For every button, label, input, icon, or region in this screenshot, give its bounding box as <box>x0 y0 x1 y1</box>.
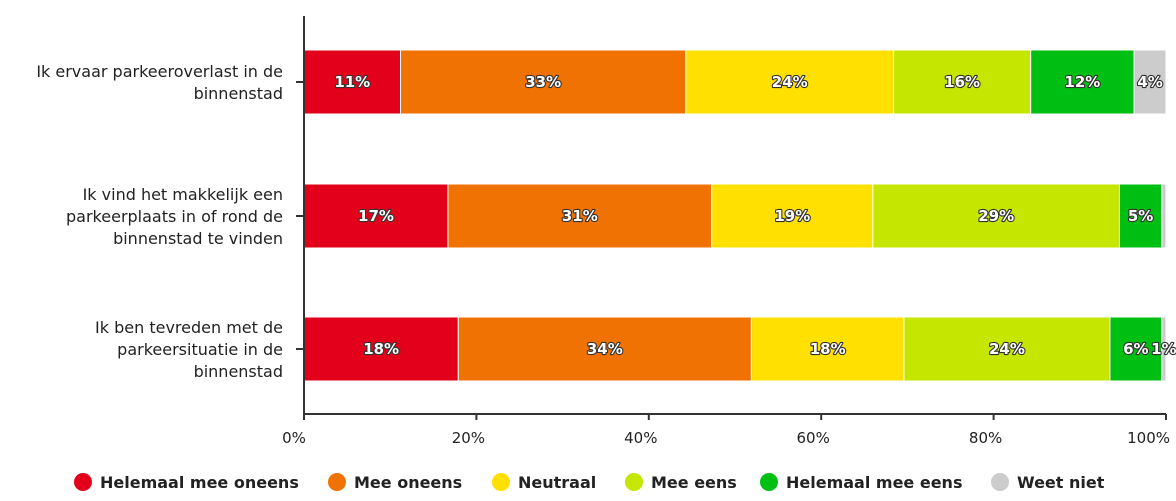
data-label: 34% <box>587 340 623 358</box>
x-tick-label: 100% <box>1127 429 1170 447</box>
bar-segment <box>1030 49 1135 115</box>
bar-segment <box>750 316 905 382</box>
category-label: Ik ervaar parkeeroverlast in de <box>36 62 283 81</box>
legend-swatch <box>991 473 1009 491</box>
legend-swatch <box>74 473 92 491</box>
bar-segment <box>872 183 1120 249</box>
bar-segment <box>303 49 402 115</box>
category-label: parkeersituatie in de <box>117 340 283 359</box>
data-label: 12% <box>1064 73 1100 91</box>
category-label: binnenstad te vinden <box>113 229 283 248</box>
data-label: 11% <box>334 73 370 91</box>
bar-segment <box>447 183 713 249</box>
data-label: 16% <box>944 73 980 91</box>
category-label: Ik ben tevreden met de <box>95 318 283 337</box>
bar-segment <box>903 316 1111 382</box>
x-tick-label: 60% <box>797 429 830 447</box>
x-tick-label: 0% <box>282 429 306 447</box>
x-tick-label: 80% <box>969 429 1002 447</box>
bar-segment <box>400 49 687 115</box>
bar-segment <box>893 49 1032 115</box>
category-label: parkeerplaats in of rond de <box>66 207 283 226</box>
legend-swatch <box>328 473 346 491</box>
x-tick-label: 40% <box>624 429 657 447</box>
data-label: 17% <box>358 207 394 225</box>
legend-label: Neutraal <box>518 473 596 492</box>
data-label: 33% <box>525 73 561 91</box>
data-label: 18% <box>810 340 846 358</box>
legend-label: Helemaal mee eens <box>786 473 962 492</box>
bar-segment <box>1109 316 1163 382</box>
bar-segment <box>1161 316 1167 382</box>
legend-label: Mee eens <box>651 473 737 492</box>
data-label: 5% <box>1128 207 1153 225</box>
bar-segment <box>1161 183 1167 249</box>
bar-segment <box>1118 183 1163 249</box>
x-tick-label: 20% <box>452 429 485 447</box>
category-label: binnenstad <box>194 362 283 381</box>
bar-segment <box>711 183 874 249</box>
category-label: Ik vind het makkelijk een <box>83 185 283 204</box>
legend-swatch <box>492 473 510 491</box>
data-label: 31% <box>562 207 598 225</box>
legend-label: Mee oneens <box>354 473 462 492</box>
data-label: 4% <box>1137 73 1162 91</box>
legend-swatch <box>760 473 778 491</box>
data-label: 24% <box>989 340 1025 358</box>
data-label: 18% <box>363 340 399 358</box>
legend-label: Weet niet <box>1017 473 1105 492</box>
category-label: binnenstad <box>194 84 283 103</box>
data-label: 1% <box>1151 340 1176 358</box>
bar-segment <box>1133 49 1167 115</box>
bar-segment <box>303 316 459 382</box>
data-label: 6% <box>1123 340 1148 358</box>
bar-segment <box>685 49 895 115</box>
data-label: 19% <box>774 207 810 225</box>
legend-swatch <box>625 473 643 491</box>
bar-segment <box>457 316 752 382</box>
data-label: 29% <box>978 207 1014 225</box>
legend-label: Helemaal mee oneens <box>100 473 299 492</box>
data-label: 24% <box>772 73 808 91</box>
